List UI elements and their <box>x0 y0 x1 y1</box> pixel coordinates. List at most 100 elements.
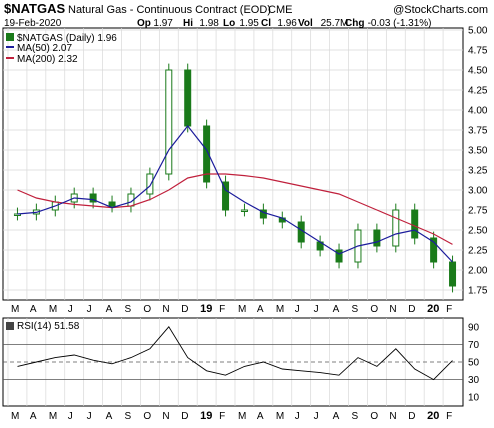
rsi-x-tick-15: J <box>295 411 300 422</box>
price-x-tick-0: M <box>11 304 19 315</box>
candle-body-20 <box>392 209 400 247</box>
rsi-x-tick-3: J <box>68 411 73 422</box>
price-x-tick-2: M <box>49 304 57 315</box>
price-y-tick-13: 1.75 <box>468 286 488 297</box>
price-x-tick-12: M <box>238 304 246 315</box>
contract-description: Natural Gas - Continuous Contract (EOD) <box>68 4 271 16</box>
price-x-tick-1: A <box>30 304 37 315</box>
quote-date: 19-Feb-2020 <box>4 18 62 29</box>
watermark: @StockCharts.com <box>393 4 488 16</box>
legend-price: $NATGAS (Daily) 1.96 <box>17 33 117 44</box>
price-x-tick-11: F <box>219 304 225 315</box>
candle-body-8 <box>165 69 173 175</box>
price-x-tick-6: S <box>125 304 132 315</box>
legend-swatch-price <box>6 33 14 41</box>
candle-body-23 <box>449 261 457 287</box>
quote-label-1: Hi <box>183 18 193 29</box>
price-y-tick-9: 2.75 <box>468 206 488 217</box>
rsi-x-tick-18: S <box>352 411 359 422</box>
price-x-tick-15: J <box>295 304 300 315</box>
price-x-tick-20: N <box>389 304 396 315</box>
rsi-x-tick-1: A <box>30 411 37 422</box>
price-x-tick-17: A <box>333 304 340 315</box>
price-x-tick-22: 20 <box>427 303 439 315</box>
candle-body-13 <box>259 209 267 219</box>
price-y-tick-7: 3.25 <box>468 166 488 177</box>
candle-body-17 <box>335 249 343 263</box>
quote-label-4: Vol <box>298 18 313 29</box>
quote-value-3: 1.96 <box>277 18 297 29</box>
price-x-tick-8: N <box>162 304 169 315</box>
candle-body-9 <box>184 69 192 127</box>
candle-body-21 <box>411 209 419 239</box>
ma50-line <box>17 125 453 263</box>
candle-body-0 <box>13 213 21 216</box>
quote-value-2: 1.95 <box>239 18 259 29</box>
rsi-y-tick-3: 30 <box>468 375 480 386</box>
rsi-x-tick-17: A <box>333 411 340 422</box>
quote-label-5: Chg <box>345 18 364 29</box>
rsi-panel: 90 70 50 30 10 <box>2 317 480 407</box>
candle-body-10 <box>203 125 211 183</box>
price-panel-frame <box>2 27 464 301</box>
rsi-y-tick-0: 90 <box>468 322 480 333</box>
rsi-x-tick-14: M <box>276 411 284 422</box>
candle-body-11 <box>222 181 230 211</box>
price-y-tick-6: 3.50 <box>468 146 488 157</box>
price-x-tick-19: O <box>370 304 378 315</box>
rsi-grid <box>3 318 463 406</box>
price-x-tick-13: A <box>257 304 264 315</box>
price-y-tick-0: 5.00 <box>468 26 488 37</box>
quote-value-0: 1.97 <box>153 18 173 29</box>
price-y-tick-3: 4.25 <box>468 86 488 97</box>
rsi-x-tick-20: N <box>389 411 396 422</box>
price-y-tick-12: 2.00 <box>468 266 488 277</box>
exchange-label: CME <box>268 4 292 16</box>
rsi-x-tick-23: F <box>446 411 452 422</box>
price-y-tick-10: 2.50 <box>468 226 488 237</box>
price-x-tick-10: 19 <box>200 303 212 315</box>
rsi-x-tick-11: F <box>219 411 225 422</box>
candle-body-4 <box>89 193 97 203</box>
price-x-tick-14: M <box>276 304 284 315</box>
price-x-tick-4: J <box>87 304 92 315</box>
price-x-tick-23: F <box>446 304 452 315</box>
rsi-y-tick-2: 50 <box>468 358 480 369</box>
price-y-tick-4: 4.00 <box>468 106 488 117</box>
ma200-line <box>17 173 453 245</box>
candle-body-7 <box>146 173 154 195</box>
rsi-legend-swatch <box>6 322 14 330</box>
rsi-x-tick-7: O <box>143 411 151 422</box>
rsi-x-tick-8: N <box>162 411 169 422</box>
rsi-y-tick-1: 70 <box>468 340 480 351</box>
price-x-tick-21: D <box>408 304 415 315</box>
legend-ma50: MA(50) 2.07 <box>17 43 72 54</box>
candle-body-5 <box>108 201 116 207</box>
price-legend: $NATGAS (Daily) 1.96 MA(50) 2.07 MA(200)… <box>6 33 117 65</box>
price-y-tick-5: 3.75 <box>468 126 488 137</box>
price-x-tick-5: A <box>106 304 113 315</box>
price-y-tick-1: 4.75 <box>468 46 488 57</box>
rsi-x-tick-19: O <box>370 411 378 422</box>
symbol-title: $NATGAS <box>4 1 65 16</box>
rsi-line <box>17 326 453 381</box>
rsi-x-tick-6: S <box>125 411 132 422</box>
rsi-x-tick-2: M <box>49 411 57 422</box>
legend-ma200: MA(200) 2.32 <box>17 54 78 65</box>
rsi-legend: RSI(14) 51.58 <box>17 321 80 332</box>
rsi-x-tick-0: M <box>11 411 19 422</box>
price-grid <box>3 28 463 300</box>
rsi-x-tick-12: M <box>238 411 246 422</box>
price-x-axis: M A M J J A S O N D 19 F M A M J J A S O N D 20 F <box>11 303 452 315</box>
candle-body-12 <box>240 209 248 212</box>
price-y-tick-8: 3.00 <box>468 186 488 197</box>
rsi-y-tick-4: 10 <box>468 393 480 404</box>
rsi-x-tick-5: A <box>106 411 113 422</box>
quote-value-4: 25.7M <box>321 18 349 29</box>
rsi-x-tick-21: D <box>408 411 415 422</box>
price-y-axis: 5.00 4.75 4.50 4.25 4.00 3.75 3.50 3.25 3.00 2.75… <box>468 26 488 297</box>
price-y-tick-11: 2.25 <box>468 246 488 257</box>
candle-body-19 <box>373 229 381 247</box>
